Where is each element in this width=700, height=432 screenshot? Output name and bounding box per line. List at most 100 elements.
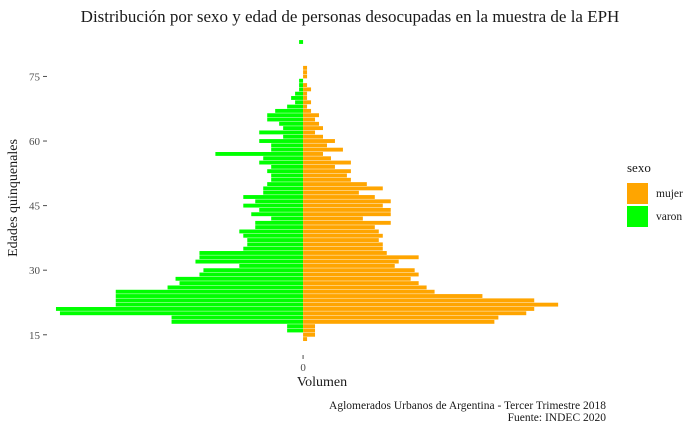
y-axis-label: Edades quinquenales — [6, 139, 21, 257]
bar-mujer-18 — [303, 319, 495, 324]
bar-varon-25 — [115, 289, 304, 294]
bar-mujer-65 — [303, 117, 316, 122]
x-axis-label: Volumen — [296, 375, 348, 390]
bar-varon-68 — [287, 104, 304, 109]
legend-item-mujer: mujer — [627, 182, 683, 205]
y-tick-label-45: 45 — [29, 201, 41, 213]
bar-mujer-38 — [303, 233, 383, 238]
bar-varon-43 — [251, 212, 304, 217]
bar-mujer-67 — [303, 108, 312, 113]
legend-label-mujer: mujer — [656, 187, 683, 200]
bar-varon-29 — [199, 272, 304, 277]
bar-mujer-43 — [303, 212, 391, 217]
bar-varon-62 — [259, 130, 304, 135]
bar-varon-57 — [215, 152, 304, 156]
bar-mujer-15 — [303, 332, 316, 337]
bar-varon-16 — [287, 328, 304, 333]
bar-varon-52 — [271, 173, 304, 178]
legend-swatch-mujer — [627, 183, 648, 204]
bar-mujer-25 — [303, 289, 435, 294]
bar-varon-34 — [199, 251, 304, 255]
bar-mujer-62 — [303, 130, 316, 135]
bar-varon-48 — [263, 190, 304, 195]
bar-mujer-44 — [303, 207, 391, 212]
bar-mujer-53 — [303, 169, 351, 174]
bar-mujer-26 — [303, 285, 427, 290]
bar-mujer-37 — [303, 238, 379, 242]
bar-mujer-68 — [303, 104, 308, 109]
legend-item-varon: varon — [627, 205, 683, 228]
bar-mujer-57 — [303, 152, 323, 156]
y-axis: 15 30 45 60 75 — [29, 71, 47, 342]
bar-mujer-16 — [303, 328, 316, 333]
caption-line-2: Fuente: INDEC 2020 — [507, 412, 606, 424]
bar-mujer-27 — [303, 281, 419, 286]
bar-varon-54 — [271, 164, 304, 169]
bar-varon-24 — [115, 294, 304, 298]
bar-mujer-19 — [303, 315, 499, 320]
bar-mujer-58 — [303, 147, 343, 152]
bar-mujer-49 — [303, 186, 383, 191]
x-tick-label-0: 0 — [300, 362, 306, 374]
legend-label-varon: varon — [656, 210, 683, 223]
bar-varon-44 — [259, 207, 304, 212]
bar-mujer-14 — [303, 337, 308, 342]
bar-mujer-61 — [303, 134, 323, 139]
bar-varon-61 — [283, 134, 304, 139]
bar-mujer-40 — [303, 225, 375, 230]
bar-mujer-32 — [303, 259, 399, 264]
bar-mujer-54 — [303, 164, 335, 169]
bar-varon-21 — [55, 307, 304, 311]
bar-mujer-31 — [303, 263, 395, 268]
bar-varon-18 — [171, 319, 304, 324]
chart-title: Distribución por sexo y edad de personas… — [80, 7, 620, 26]
bar-varon-47 — [243, 195, 304, 199]
bar-varon-35 — [243, 246, 304, 251]
bar-mujer-39 — [303, 229, 379, 234]
bar-mujer-35 — [303, 246, 383, 251]
bar-varon-23 — [115, 298, 304, 303]
bar-varon-63 — [283, 126, 304, 131]
bar-varon-69 — [295, 100, 304, 105]
bar-mujer-60 — [303, 139, 335, 143]
bar-varon-39 — [239, 229, 304, 234]
bar-mujer-28 — [303, 276, 411, 281]
bar-mujer-52 — [303, 173, 347, 178]
bar-varon-46 — [255, 199, 304, 204]
bar-varon-49 — [263, 186, 304, 191]
bar-mujer-64 — [303, 121, 320, 126]
bar-varon-51 — [271, 177, 304, 182]
bar-mujer-51 — [303, 177, 351, 182]
bar-mujer-55 — [303, 160, 351, 165]
bar-mujer-42 — [303, 216, 363, 221]
bar-varon-56 — [263, 156, 304, 161]
bar-mujer-30 — [303, 268, 415, 273]
bar-mujer-46 — [303, 199, 391, 204]
bar-varon-71 — [295, 91, 304, 96]
legend: sexo mujer varon — [627, 160, 683, 228]
legend-title: sexo — [627, 160, 651, 175]
bar-varon-53 — [267, 169, 304, 174]
y-tick-label-75: 75 — [29, 71, 41, 83]
bar-mujer-56 — [303, 156, 331, 161]
bar-mujer-50 — [303, 182, 367, 187]
bar-varon-58 — [271, 147, 304, 152]
bar-mujer-69 — [303, 100, 312, 105]
bar-varon-72 — [299, 87, 304, 92]
bar-varon-41 — [255, 220, 304, 225]
bar-varon-50 — [267, 182, 304, 187]
bar-mujer-70 — [303, 96, 308, 100]
series-mujer — [303, 65, 559, 342]
bar-mujer-33 — [303, 255, 419, 260]
bar-mujer-36 — [303, 242, 383, 247]
bar-varon-70 — [291, 96, 304, 100]
legend-swatch-varon — [627, 206, 648, 227]
bar-varon-33 — [199, 255, 304, 260]
bar-mujer-45 — [303, 203, 383, 208]
bar-mujer-77 — [303, 65, 308, 70]
bar-mujer-20 — [303, 311, 527, 316]
bar-mujer-72 — [303, 87, 312, 92]
bar-mujer-75 — [303, 74, 308, 79]
bar-mujer-59 — [303, 143, 327, 148]
bar-varon-27 — [179, 281, 304, 286]
